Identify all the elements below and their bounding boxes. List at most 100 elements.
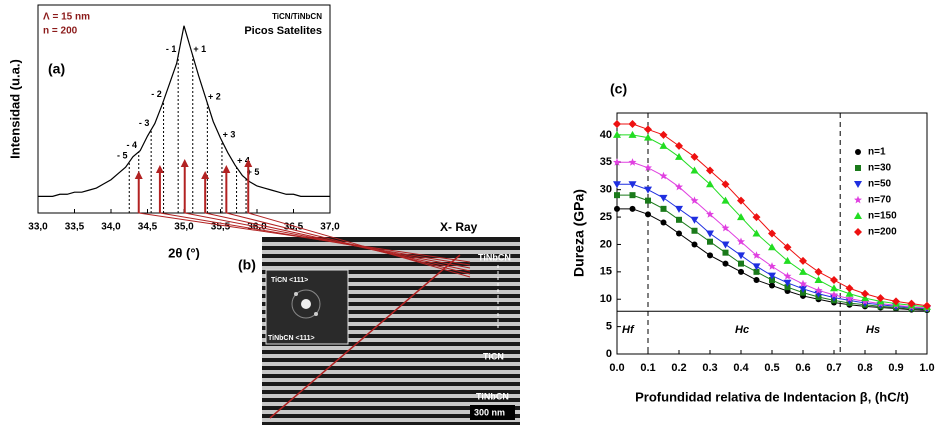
marker <box>830 290 838 299</box>
y-axis-label: Dureza (GPa) <box>571 189 587 277</box>
marker <box>660 205 667 212</box>
marker <box>706 180 714 188</box>
satellite-label: + 1 <box>193 44 206 54</box>
marker <box>707 238 713 245</box>
satellite-label: - 5 <box>117 150 128 160</box>
x-tick-label: 36,5 <box>284 222 304 233</box>
y-tick-label: 20 <box>600 238 612 250</box>
marker <box>644 186 652 194</box>
stripe <box>262 346 520 350</box>
marker <box>784 284 791 291</box>
panel-label: (c) <box>610 81 627 97</box>
stripe <box>262 314 520 318</box>
arrow-head <box>201 171 210 179</box>
satellite-label: - 3 <box>139 118 150 128</box>
stripe <box>262 322 520 326</box>
stripe <box>262 354 520 358</box>
marker <box>614 192 620 199</box>
satellite-label: + 4 <box>237 156 250 166</box>
legend-label: n=200 <box>868 227 897 238</box>
x-tick-label: 1.0 <box>919 362 934 374</box>
marker <box>706 166 714 175</box>
marker <box>845 284 854 293</box>
x-ray-ray <box>205 212 471 272</box>
marker <box>659 194 668 202</box>
satellite-label: - 4 <box>126 140 137 150</box>
line <box>38 25 330 197</box>
marker <box>706 230 714 238</box>
y-tick-label: 15 <box>600 266 612 278</box>
legend-label: n=50 <box>868 179 892 190</box>
marker <box>783 279 792 287</box>
marker <box>907 299 916 308</box>
marker <box>830 294 838 302</box>
marker <box>659 141 668 149</box>
x-ray-ray <box>248 212 471 278</box>
satellite-label: - 1 <box>166 44 177 54</box>
marker <box>613 119 621 128</box>
arrow-head <box>222 165 231 173</box>
marker <box>845 294 854 303</box>
marker <box>769 282 775 289</box>
satellite-label: + 5 <box>247 167 260 177</box>
x-axis-label: Profundidad relativa de Indentacion β, (… <box>635 389 909 404</box>
marker <box>721 223 730 232</box>
marker <box>799 267 807 275</box>
annotation: Λ = 15 nm <box>43 12 90 23</box>
marker <box>645 197 651 204</box>
stripe <box>262 330 520 334</box>
marker <box>645 211 651 218</box>
marker <box>799 256 807 265</box>
marker <box>613 130 621 138</box>
arrow-head <box>244 159 253 167</box>
marker <box>644 125 652 134</box>
arrow-head <box>155 165 164 173</box>
x-tick-label: 33,5 <box>65 222 85 233</box>
marker <box>855 149 861 155</box>
marker <box>830 276 838 285</box>
stripe <box>262 394 520 398</box>
marker <box>706 210 714 218</box>
stripe <box>262 410 520 414</box>
marker <box>628 130 637 138</box>
x-tick-label: 34,5 <box>138 222 158 233</box>
marker <box>722 260 729 267</box>
y-tick-label: 30 <box>600 184 612 196</box>
x-tick-label: 0.2 <box>671 362 686 374</box>
region-label: Hf <box>622 324 635 336</box>
marker <box>737 237 745 246</box>
marker <box>629 205 636 212</box>
marker <box>614 205 620 212</box>
x-tick-label: 0.5 <box>764 362 779 374</box>
x-tick-label: 0.9 <box>888 362 903 374</box>
x-tick-label: 0.1 <box>640 362 655 374</box>
marker <box>923 301 931 310</box>
marker <box>768 272 776 280</box>
marker <box>675 205 683 213</box>
stripe <box>262 402 520 406</box>
y-tick-label: 40 <box>600 129 612 141</box>
marker <box>783 256 792 264</box>
marker <box>854 212 862 219</box>
marker <box>768 243 776 251</box>
stripe <box>262 258 520 262</box>
marker <box>691 241 698 248</box>
stripe <box>262 362 520 366</box>
marker <box>628 119 637 128</box>
arrow-head <box>134 171 143 179</box>
marker <box>752 251 761 259</box>
marker <box>690 152 699 161</box>
stripe <box>262 298 520 302</box>
marker <box>799 285 807 293</box>
marker <box>690 166 699 174</box>
x-axis-label: 2θ (°) <box>168 245 200 260</box>
marker <box>644 133 652 141</box>
marker <box>769 277 775 284</box>
x-tick-label: 0.3 <box>702 362 717 374</box>
marker <box>753 277 760 284</box>
marker <box>613 181 621 189</box>
marker <box>752 263 761 271</box>
xray-label: X- Ray <box>440 220 478 234</box>
marker <box>753 268 760 275</box>
y-tick-label: 0 <box>606 348 612 360</box>
